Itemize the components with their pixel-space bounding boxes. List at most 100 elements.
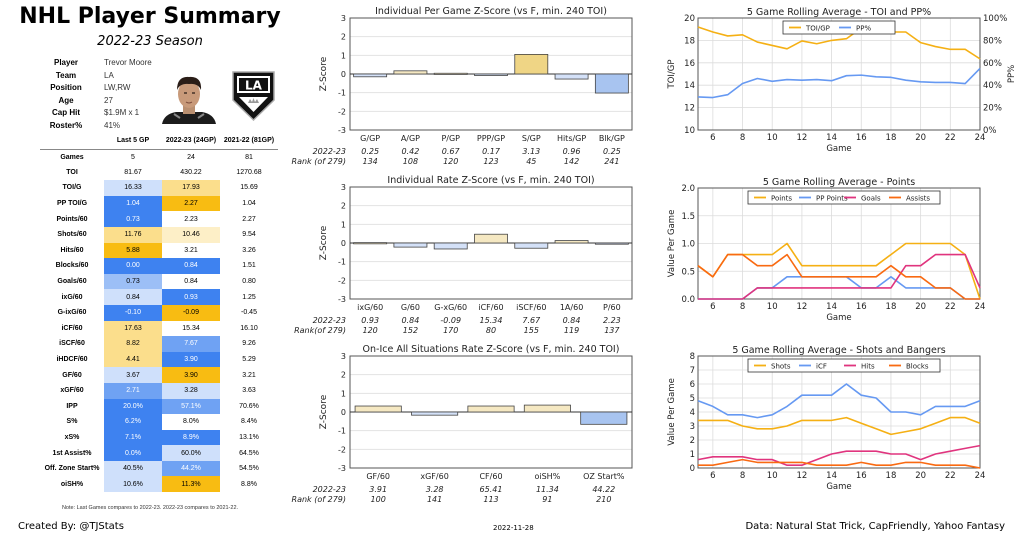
y-tick-label: 10 [684,126,695,136]
bar [554,240,589,244]
y-tick-label: -1 [338,258,346,267]
y-tick-label: -1 [338,89,346,98]
bar [594,242,629,245]
stat-label: GF/60 [62,371,82,379]
x-tick-label: 10 [767,133,778,143]
x-tick-label: 18 [886,471,897,481]
stats-row: Hits/60 5.88 3.21 3.26 [40,242,278,259]
x-tick-label: 12 [796,302,807,312]
x-tick-label: A/GP [401,134,420,143]
rank-value: 134 [363,157,378,166]
x-tick-label: 10 [767,471,778,481]
y-tick-label: 3 [690,422,695,432]
stat-previous: 3.63 [242,387,256,395]
stats-body: Games 5 24 81 TOI 81.67 430.22 1270.68 TOI/G 16.3… [40,149,278,493]
data-source: Data: Natural Stat Trick, CapFriendly, Y… [745,521,1005,532]
stats-row: Off. Zone Start% 40.5% 44.2% 54.5% [40,460,278,477]
plot-frame [697,17,981,131]
rank-value: 152 [403,326,418,335]
row-label-season: 2022-23 [313,316,346,325]
y-tick-label: -1 [338,427,346,436]
info-label: Position [50,83,82,93]
stat-current: 57.1% [162,398,220,415]
stat-label: S% [66,418,78,426]
y-tick-label: 4 [690,408,695,418]
chart-title: 5 Game Rolling Average - Shots and Bange… [732,345,945,356]
x-tick-label: 8 [740,302,745,312]
season-value: 15.34 [480,316,503,325]
stat-current: 430.22 [162,164,220,181]
info-value: 27 [104,95,113,105]
info-value: 41% [104,120,121,130]
stat-label: G-ixG/60 [57,309,87,317]
stat-previous: 1.25 [242,293,256,301]
stat-last5: 1.04 [104,195,162,212]
series-line-toi-gp [697,26,981,60]
stat-label: 1st Assist% [52,449,92,457]
x-tick-label: 8 [740,133,745,143]
chart-title: 5 Game Rolling Average - TOI and PP% [747,7,931,18]
rank-value: 100 [371,495,386,504]
y-tick-label: -2 [338,276,346,285]
x-tick-label: P/60 [603,303,621,312]
stats-row: TOI/G 16.33 17.93 15.69 [40,180,278,196]
info-row-age: Age 27 [40,95,152,108]
column-header: 2021-22 (81GP) [220,133,278,150]
y-tick-label: 1.5 [681,212,695,222]
y-axis-label: Z-Score [319,225,329,260]
stats-row: oiSH% 10.6% 11.3% 8.8% [40,476,278,493]
stat-last5: 17.63 [104,320,162,337]
stats-row: iHDCF/60 4.41 3.90 5.29 [40,351,278,368]
stat-label: Hits/60 [60,246,84,254]
x-tick-label: iSCF/60 [516,303,546,312]
y-tick-label: 16 [684,59,695,69]
stat-previous: 9.54 [242,231,256,239]
x-tick-label: S/GP [522,134,541,143]
column-header: Last 5 GP [104,133,162,150]
info-row-roster: Roster% 41% [40,120,152,133]
stat-last5: 0.0% [104,445,162,461]
player-headshot [162,76,216,124]
stats-row: iSCF/60 8.82 7.67 9.26 [40,336,278,352]
legend-label: Blocks [906,363,929,371]
y-right-tick-label: 0% [983,126,997,136]
rank-value: 91 [542,495,552,504]
column-header: 2022-23 (24GP) [162,133,220,150]
rank-value: 80 [486,326,496,335]
stats-row: Blocks/60 0.00 0.84 1.51 [40,258,278,274]
chart-title: Individual Per Game Z-Score (vs F, min. … [375,6,607,17]
stat-last5: 8.82 [104,336,162,352]
series-line-points [697,242,981,300]
bar [514,54,549,75]
series-line-icf [697,383,981,419]
x-tick-label: 16 [856,471,867,481]
x-tick-label: OZ Start% [583,472,625,481]
bar [354,405,402,413]
stat-current: 0.84 [162,258,220,274]
team-logo: LA [232,71,275,122]
bar [433,72,468,75]
y-axis-label: TOI/GP [667,60,677,90]
info-row-team: Team LA [40,70,152,83]
x-axis-label: Game [826,144,851,154]
x-axis-label: Game [826,482,851,492]
info-label: Age [58,95,74,105]
y-tick-label: 2 [341,33,346,42]
rank-value: 141 [427,495,442,504]
info-label: Team [55,70,77,80]
x-tick-label: 8 [740,471,745,481]
info-label: Player [53,58,79,67]
y-tick-label: 0.5 [681,267,695,277]
bar [474,233,508,244]
y-tick-label: -2 [338,107,346,116]
stats-row: xS% 7.1% 8.9% 13.1% [40,429,278,446]
info-label: Roster% [49,120,83,130]
season-value: 0.84 [402,316,420,325]
info-label: Cap Hit [52,108,80,118]
x-tick-label: 22 [945,133,956,143]
x-tick-label: 24 [975,302,986,312]
x-tick-label: 1A/60 [560,303,583,312]
season-value: 3.28 [426,485,444,494]
rank-value: 113 [483,495,498,504]
y-tick-label: 3 [341,183,346,192]
